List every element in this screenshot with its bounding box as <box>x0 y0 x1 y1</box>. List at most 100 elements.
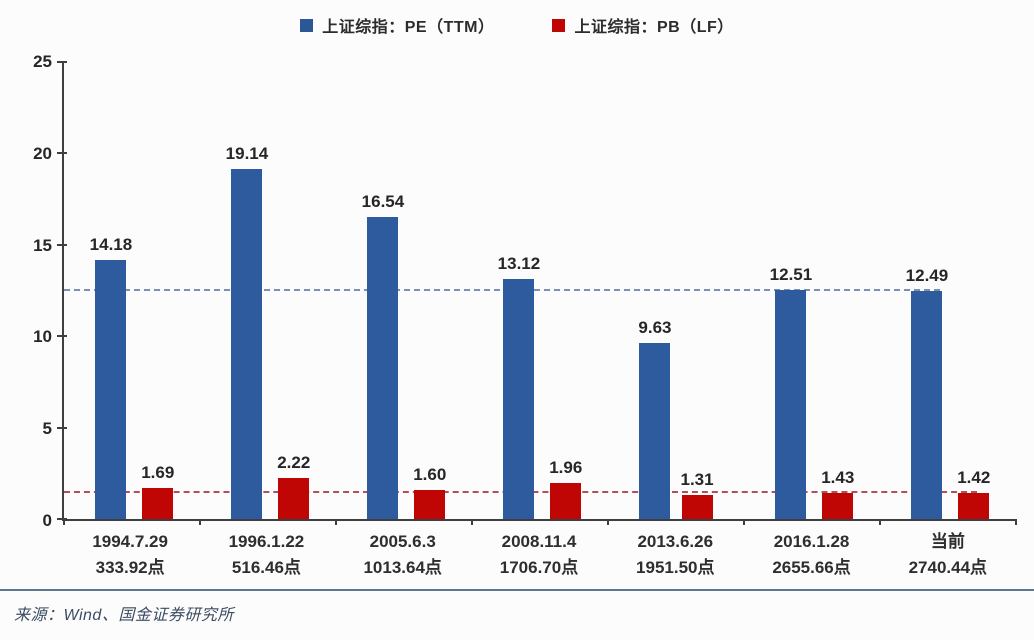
pe-value-label: 16.54 <box>361 191 405 211</box>
x-tick-mark <box>879 519 881 525</box>
pb-value-label: 1.60 <box>413 464 447 484</box>
bar-column: 9.63 <box>638 62 672 519</box>
x-tick-mark <box>743 519 745 525</box>
bar-column: 1.69 <box>141 62 174 519</box>
bar-pair: 12.49 1.42 <box>880 62 1016 519</box>
bar-column: 1.43 <box>821 62 854 519</box>
pb-value-label: 1.42 <box>957 468 991 488</box>
pe-value-label: 19.14 <box>225 144 269 164</box>
bar-column: 12.51 <box>769 62 813 519</box>
category-index-points: 516.46点 <box>231 558 301 577</box>
x-category-label: 2005.6.3 1013.64点 <box>335 529 471 581</box>
bar-column: 16.54 <box>361 62 405 519</box>
bar-column: 1.96 <box>549 62 582 519</box>
category-date: 2008.11.4 <box>501 532 577 551</box>
pe-bar <box>231 169 263 519</box>
bar-groups: 14.18 1.69 19.14 2.22 16.54 1.60 13.12 1.96 9.63… <box>64 62 1016 519</box>
y-tick-label: 15 <box>33 235 52 255</box>
pe-bar <box>639 342 671 519</box>
bar-pair: 19.14 2.22 <box>200 62 336 519</box>
bar-group: 9.63 1.31 <box>608 62 744 519</box>
y-tick-mark <box>57 426 67 429</box>
bar-group: 12.49 1.42 <box>880 62 1016 519</box>
x-category-label: 1996.1.22 516.46点 <box>198 529 334 581</box>
bar-column: 1.42 <box>957 62 990 519</box>
legend-item-pb: 上证综指：PB（LF） <box>552 13 733 37</box>
x-tick-mark <box>334 519 337 525</box>
bar-column: 1.31 <box>681 62 714 519</box>
pe-value-label: 12.51 <box>769 265 813 285</box>
y-axis-labels: 0 5 10 15 20 25 <box>14 52 62 530</box>
pb-value-label: 1.43 <box>821 467 855 487</box>
source-note: 来源：Wind、国金证券研究所 <box>14 607 234 624</box>
pb-bar <box>958 493 990 519</box>
category-index-points: 2655.66点 <box>772 558 851 577</box>
pe-value-label: 13.12 <box>497 254 541 274</box>
pb-bar <box>550 483 582 519</box>
category-index-points: 333.92点 <box>95 558 165 577</box>
y-tick-mark <box>57 518 67 520</box>
bar-column: 2.22 <box>277 62 310 519</box>
category-date: 2016.1.28 <box>773 532 850 551</box>
x-tick-mark <box>471 519 473 525</box>
x-category-label: 2016.1.28 2655.66点 <box>743 529 879 581</box>
x-category-label: 2013.6.26 1951.50点 <box>607 529 743 581</box>
category-date: 2013.6.26 <box>637 532 714 551</box>
pb-value-label: 2.22 <box>277 453 311 473</box>
bar-column: 1.60 <box>413 62 446 519</box>
bar-pair: 13.12 1.96 <box>472 62 608 519</box>
bar-pair: 9.63 1.31 <box>608 62 744 519</box>
pb-bar <box>414 489 446 519</box>
x-tick-mark <box>606 519 609 525</box>
category-index-points: 1013.64点 <box>363 558 442 577</box>
y-tick-label: 10 <box>33 327 52 347</box>
y-tick-mark <box>57 61 67 63</box>
legend-item-pe: 上证综指：PE（TTM） <box>300 13 494 37</box>
category-date: 1996.1.22 <box>228 532 305 551</box>
x-tick-mark <box>63 519 65 525</box>
bar-column: 12.49 <box>906 62 948 519</box>
category-date: 1994.7.29 <box>92 532 168 551</box>
pb-bar <box>142 488 174 519</box>
pe-bar <box>911 290 943 519</box>
bar-pair: 16.54 1.60 <box>336 62 472 519</box>
y-tick-label: 0 <box>42 511 52 530</box>
legend-label-pb: 上证综指：PB（LF） <box>574 19 734 36</box>
pe-series-swatch-icon <box>300 18 314 32</box>
plot-area: 14.18 1.69 19.14 2.22 16.54 1.60 13.12 1.96 9.63… <box>57 61 1017 525</box>
pb-value-label: 1.69 <box>141 463 175 483</box>
bar-column: 14.18 <box>89 62 133 519</box>
reference-line-pe <box>64 289 940 292</box>
legend-label-pe: 上证综指：PE（TTM） <box>322 19 495 36</box>
pb-bar <box>278 478 310 519</box>
x-category-label: 当前 2740.44点 <box>880 529 1016 581</box>
pe-value-label: 9.63 <box>638 317 672 337</box>
pb-bar <box>681 495 713 519</box>
category-date: 当前 <box>930 532 965 551</box>
bar-pair: 12.51 1.43 <box>744 62 880 519</box>
bar-pair: 14.18 1.69 <box>64 62 200 519</box>
x-tick-mark <box>198 519 201 525</box>
bar-column: 19.14 <box>225 62 269 519</box>
footer-divider <box>0 589 1034 591</box>
pe-bar <box>503 279 535 519</box>
pb-bar <box>822 492 854 519</box>
pe-bar <box>775 290 807 519</box>
bar-group: 12.51 1.43 <box>744 62 880 519</box>
bar-group: 13.12 1.96 <box>472 62 608 519</box>
bar-group: 14.18 1.69 <box>64 62 200 519</box>
pe-value-label: 14.18 <box>89 234 133 254</box>
pb-value-label: 1.96 <box>549 458 583 478</box>
category-date: 2005.6.3 <box>369 532 436 551</box>
pe-bar <box>367 216 399 519</box>
category-index-points: 2740.44点 <box>908 558 988 577</box>
plot-row: 0 5 10 15 20 25 14.18 1.69 19.14 2.22 16.54 1.60 13… <box>14 52 1017 530</box>
x-category-label: 2008.11.4 1706.70点 <box>471 529 607 581</box>
y-tick-mark <box>57 335 67 338</box>
x-category-label: 1994.7.29 333.92点 <box>62 529 198 581</box>
x-axis-labels: 1994.7.29 333.92点 1996.1.22 516.46点 2005.6.3… <box>62 529 1016 581</box>
bar-group: 19.14 2.22 <box>200 62 336 519</box>
y-tick-label: 25 <box>33 52 52 71</box>
pb-series-swatch-icon <box>552 18 566 32</box>
